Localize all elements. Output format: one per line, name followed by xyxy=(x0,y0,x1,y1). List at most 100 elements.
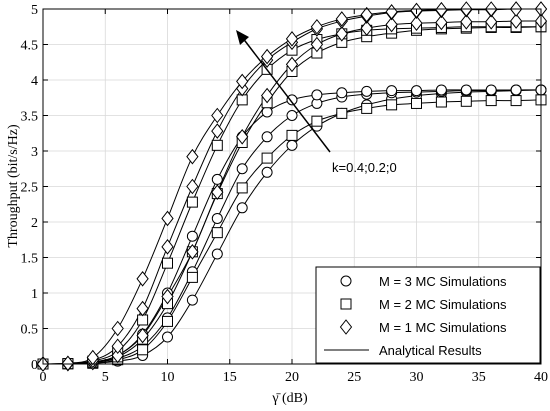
square-marker xyxy=(137,314,149,326)
y-tick-label: 0 xyxy=(31,358,38,373)
axis-ticks: 0 5 10 15 20 25 30 35 40 0 0.5 1 1.5 2 2.5 3 3.5 4 4.5 5 xyxy=(21,3,549,385)
diamond-marker xyxy=(285,31,299,47)
annotation-arrow-line xyxy=(241,36,331,153)
square-marker xyxy=(411,97,422,109)
square-marker xyxy=(137,344,149,356)
circle-marker xyxy=(286,110,298,121)
square-marker xyxy=(186,271,198,283)
circle-marker xyxy=(286,94,298,106)
circle-marker xyxy=(311,89,323,101)
x-tick-label: 20 xyxy=(285,370,299,385)
diamond-marker xyxy=(186,148,199,165)
circle-marker xyxy=(261,131,273,143)
circle-marker xyxy=(211,248,223,260)
square-marker xyxy=(211,139,223,151)
square-marker xyxy=(485,95,497,107)
circle-marker xyxy=(261,166,273,178)
circle-marker xyxy=(510,84,522,96)
diamond-marker xyxy=(186,178,199,195)
diamond-marker xyxy=(310,18,324,35)
y-tick-label: 1.5 xyxy=(21,252,39,267)
diamond-marker xyxy=(260,48,274,65)
square-marker xyxy=(261,152,273,164)
diamond-marker xyxy=(260,87,274,104)
diamond-marker xyxy=(485,13,498,30)
x-tick-label: 0 xyxy=(40,370,47,385)
circle-marker xyxy=(261,106,273,118)
diamond-marker xyxy=(310,36,324,53)
x-tick-label: 35 xyxy=(472,370,486,385)
diamond-marker xyxy=(211,107,224,124)
diamond-marker xyxy=(111,347,124,364)
circle-marker xyxy=(485,84,497,96)
x-tick-label: 40 xyxy=(534,370,548,385)
diamond-marker xyxy=(335,11,348,27)
circle-marker xyxy=(460,84,472,96)
y-tick-label: 2 xyxy=(31,216,38,231)
annotation-arrowhead xyxy=(236,30,249,45)
legend-label: M = 2 MC Simulations xyxy=(379,297,507,312)
diamond-marker xyxy=(335,26,348,42)
circle-marker xyxy=(386,85,398,97)
y-tick-label: 0.5 xyxy=(21,323,39,338)
legend-label: M = 3 MC Simulations xyxy=(379,274,507,289)
diamond-marker xyxy=(161,288,174,305)
y-tick-label: 3.5 xyxy=(21,110,39,125)
diamond-marker xyxy=(86,349,99,366)
legend-label: Analytical Results xyxy=(379,343,482,358)
x-tick-label: 10 xyxy=(161,370,175,385)
circle-marker xyxy=(236,163,248,175)
y-tick-label: 4.5 xyxy=(21,39,39,54)
x-tick-label: 30 xyxy=(410,370,424,385)
circle-marker xyxy=(286,139,298,151)
diamond-marker xyxy=(509,13,523,29)
y-axis-label: Throughput (bit/s/Hz) xyxy=(6,124,21,248)
y-tick-label: 1 xyxy=(31,287,38,302)
x-tick-label: 25 xyxy=(347,370,361,385)
circle-marker xyxy=(336,87,348,99)
circle-marker xyxy=(186,230,198,242)
diamond-marker xyxy=(136,300,149,317)
diamond-marker xyxy=(61,355,75,372)
square-marker xyxy=(386,99,398,111)
diamond-marker xyxy=(360,20,373,36)
diamond-marker xyxy=(285,56,299,73)
diamond-marker xyxy=(186,244,199,260)
circle-marker xyxy=(186,294,198,306)
diamond-marker xyxy=(360,6,373,23)
diamond-marker xyxy=(385,4,398,20)
legend-diamond-marker xyxy=(339,319,353,335)
annotation: k=0.4;0.2;0 xyxy=(236,30,397,175)
diamond-marker xyxy=(435,1,448,18)
series-9-markers xyxy=(36,1,548,372)
square-marker xyxy=(236,94,248,106)
square-marker xyxy=(186,196,198,208)
diamond-marker xyxy=(111,320,124,337)
diamond-marker xyxy=(136,270,149,287)
x-axis-label: γ̄ (dB) xyxy=(271,391,308,406)
y-tick-label: 3 xyxy=(31,145,38,160)
square-marker xyxy=(460,95,472,107)
diamond-marker xyxy=(161,210,174,227)
diamond-marker xyxy=(236,128,249,145)
legend-box xyxy=(315,266,541,364)
square-marker xyxy=(435,96,447,108)
annotation-label: k=0.4;0.2;0 xyxy=(332,160,397,175)
y-tick-label: 4 xyxy=(31,74,38,89)
legend-square-marker xyxy=(340,298,352,310)
y-tick-label: 5 xyxy=(31,3,38,18)
legend-label: M = 1 MC Simulations xyxy=(379,320,507,335)
diamond-marker xyxy=(211,123,224,139)
diamond-marker xyxy=(211,184,224,200)
circle-marker xyxy=(211,212,223,224)
diamond-marker xyxy=(435,14,448,31)
diamond-marker xyxy=(236,73,249,90)
circle-marker xyxy=(162,331,173,343)
legend: M = 3 MC Simulations M = 2 MC Simulations… xyxy=(315,266,541,364)
square-marker xyxy=(510,95,522,107)
square-marker xyxy=(162,257,173,269)
diamond-marker xyxy=(111,338,124,355)
diamond-marker xyxy=(385,16,398,33)
x-tick-label: 5 xyxy=(102,370,109,385)
